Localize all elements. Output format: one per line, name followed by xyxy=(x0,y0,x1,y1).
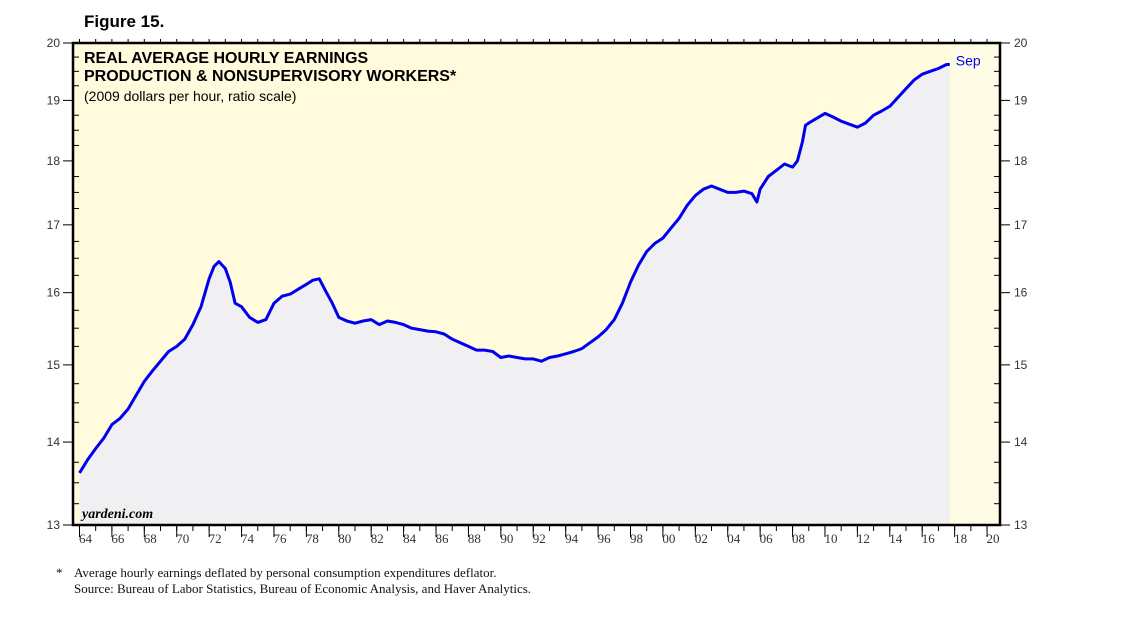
end-label: Sep xyxy=(956,52,981,68)
x-tick-label: 14 xyxy=(889,531,903,546)
series-line xyxy=(78,63,950,474)
chart-subtitle: PRODUCTION & NONSUPERVISORY WORKERS* xyxy=(84,68,457,85)
x-tick-label: 88 xyxy=(468,531,481,546)
x-axis: 64 66 68 70 72 74 76 78 80 82 84 86 88 90 92 94 96 98 00 02… xyxy=(79,531,1000,546)
x-tick-label: 82 xyxy=(371,531,384,546)
x-tick-label: 00 xyxy=(662,531,675,546)
y-axis-right: 13 14 15 16 17 18 19 20 xyxy=(1014,36,1028,532)
x-tick-label: 84 xyxy=(403,531,417,546)
y-tick-label-left: 19 xyxy=(47,93,61,107)
y-tick-label-right: 20 xyxy=(1014,36,1028,50)
footnote-source: Source: Bureau of Labor Statistics, Bure… xyxy=(74,581,532,596)
footnote: * Average hourly earnings deflated by per… xyxy=(56,565,531,597)
y-tick-label-left: 15 xyxy=(47,358,61,372)
y-tick-label-right: 13 xyxy=(1014,518,1028,532)
chart-note: (2009 dollars per hour, ratio scale) xyxy=(84,88,296,104)
x-tick-label: 76 xyxy=(273,531,287,546)
x-tick-label: 64 xyxy=(79,531,93,546)
x-tick-label: 66 xyxy=(111,531,125,546)
x-tick-label: 68 xyxy=(144,531,157,546)
y-tick-label-right: 19 xyxy=(1014,93,1028,107)
x-tick-label: 80 xyxy=(338,531,351,546)
y-tick-label-left: 20 xyxy=(47,36,61,50)
x-tick-label: 94 xyxy=(565,531,579,546)
x-tick-label: 08 xyxy=(792,531,805,546)
x-tick-label: 72 xyxy=(209,531,222,546)
x-tick-label: 74 xyxy=(241,531,255,546)
x-tick-label: 96 xyxy=(598,531,612,546)
x-tick-label: 02 xyxy=(695,531,708,546)
x-tick-label: 86 xyxy=(436,531,450,546)
x-tick-label: 06 xyxy=(760,531,774,546)
y-tick-label-left: 18 xyxy=(47,154,61,168)
chart: 13 14 15 16 17 18 19 20 13 14 15 16 17 18 19 20 64 66 68… xyxy=(47,36,1028,546)
x-tick-label: 04 xyxy=(727,531,741,546)
area-fill xyxy=(79,64,950,525)
y-tick-label-right: 16 xyxy=(1014,286,1028,300)
y-tick-label-left: 17 xyxy=(47,218,61,232)
y-tick-label-right: 18 xyxy=(1014,154,1028,168)
watermark: yardeni.com xyxy=(80,507,153,522)
future-period-band xyxy=(951,43,1000,525)
y-tick-label-left: 13 xyxy=(47,518,61,532)
x-tick-label: 92 xyxy=(533,531,546,546)
x-tick-label: 12 xyxy=(857,531,870,546)
figure-label: Figure 15. xyxy=(84,12,165,31)
x-tick-label: 18 xyxy=(954,531,967,546)
x-tick-label: 90 xyxy=(500,531,513,546)
axis-ticks xyxy=(63,39,1010,537)
x-tick-label: 70 xyxy=(176,531,189,546)
y-tick-label-right: 14 xyxy=(1014,435,1028,449)
x-tick-label: 20 xyxy=(987,531,1000,546)
footnote-note: Average hourly earnings deflated by pers… xyxy=(74,565,497,580)
x-tick-label: 16 xyxy=(922,531,936,546)
chart-title: REAL AVERAGE HOURLY EARNINGS xyxy=(84,50,369,67)
plot-frame xyxy=(71,41,1002,527)
y-tick-label-right: 15 xyxy=(1014,358,1028,372)
y-tick-label-left: 14 xyxy=(47,435,61,449)
y-tick-label-left: 16 xyxy=(47,286,61,300)
y-tick-label-right: 17 xyxy=(1014,218,1028,232)
footnote-marker: * xyxy=(56,565,63,580)
x-tick-label: 98 xyxy=(630,531,643,546)
y-axis-left: 13 14 15 16 17 18 19 20 xyxy=(47,36,61,532)
x-tick-label: 10 xyxy=(824,531,837,546)
x-tick-label: 78 xyxy=(306,531,319,546)
